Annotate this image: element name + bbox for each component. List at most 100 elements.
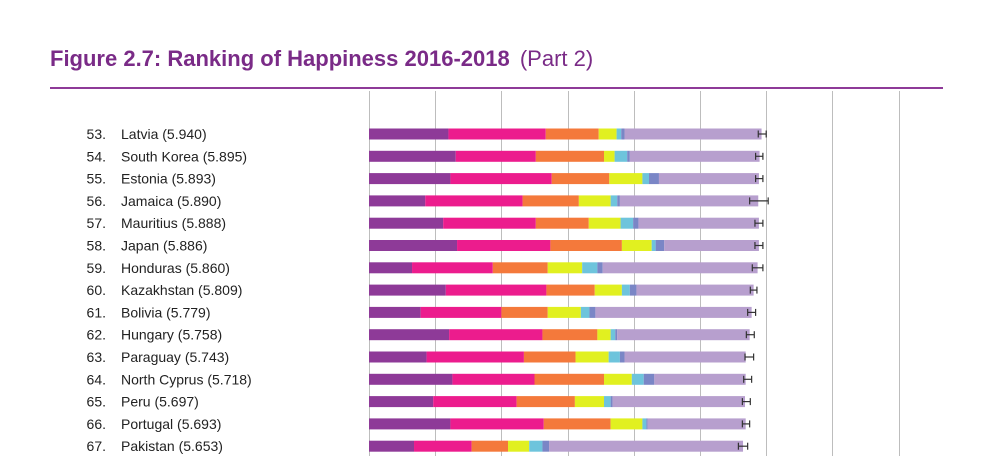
bar-segment-7 (658, 173, 759, 185)
bar-segment-7 (647, 418, 746, 430)
bar-segment-7 (617, 329, 750, 341)
row-rank: 57. (87, 215, 106, 231)
bar-segment-1 (369, 150, 456, 162)
row-rank: 53. (87, 126, 106, 142)
error-bar-2 (755, 152, 764, 160)
bar-segment-4 (598, 128, 617, 140)
bar-segment-4 (588, 217, 621, 229)
bar-segment-6 (633, 217, 639, 229)
bar-row-5 (369, 217, 759, 229)
bar-segment-6 (619, 351, 625, 363)
bar-row-9 (369, 306, 752, 318)
chart-title: Figure 2.7: Ranking of Happiness 2016-20… (50, 46, 593, 72)
bar-segment-6 (597, 262, 603, 274)
bar-segment-3 (492, 262, 548, 274)
bar-row-12 (369, 373, 746, 385)
bar-segment-2 (425, 195, 523, 207)
row-country-label: Jamaica (5.890) (121, 193, 221, 209)
bar-segment-4 (575, 351, 609, 363)
row-country-label: Kazakhstan (5.809) (121, 282, 242, 298)
bar-row-6 (369, 240, 759, 251)
bar-segment-1 (369, 373, 453, 385)
row-country-label: Latvia (5.940) (121, 126, 207, 142)
bar-segment-7 (638, 217, 759, 229)
bar-segment-4 (574, 396, 605, 408)
error-bar-7 (751, 264, 764, 272)
bar-segment-5 (582, 262, 598, 274)
error-bar-1 (757, 130, 767, 138)
bar-row-3 (369, 173, 759, 185)
bar-segment-2 (414, 440, 472, 452)
row-rank: 59. (87, 260, 106, 276)
bar-row-4 (369, 195, 759, 207)
bar-segment-4 (604, 373, 632, 385)
bar-segment-1 (369, 262, 413, 274)
bar-segment-1 (369, 440, 415, 452)
bar-segment-3 (471, 440, 509, 452)
bar-segment-4 (609, 173, 643, 185)
bar-segment-6 (649, 173, 659, 185)
bar-segment-4 (621, 240, 652, 251)
row-country-label: Paraguay (5.743) (121, 349, 229, 365)
bar-segment-6 (629, 284, 637, 296)
bar-segment-1 (369, 217, 444, 229)
bar-segment-3 (501, 306, 548, 318)
bar-segment-7 (595, 306, 752, 318)
bar-row-13 (369, 396, 746, 408)
row-labels: 53. Latvia (5.940) 54. South Korea (5.895) 5… (87, 126, 252, 454)
bar-segment-7 (624, 128, 762, 140)
bar-segment-5 (608, 351, 620, 363)
bar-segment-5 (614, 150, 628, 162)
bar-segment-5 (610, 195, 618, 207)
error-bar-11 (744, 353, 755, 361)
error-bar-13 (741, 398, 751, 406)
bar-segment-3 (534, 373, 605, 385)
error-bar-9 (747, 308, 757, 316)
bar-segment-6 (621, 128, 625, 140)
row-rank: 56. (87, 193, 106, 209)
row-country-label: Estonia (5.893) (121, 171, 216, 187)
bar-segment-6 (627, 150, 630, 162)
bar-segment-7 (624, 351, 746, 363)
error-bar-15 (737, 442, 749, 450)
bar-segment-2 (457, 240, 551, 251)
bar-segment-2 (433, 396, 517, 408)
bar-segment-6 (589, 306, 596, 318)
bar-row-15 (369, 440, 744, 452)
bar-row-11 (369, 351, 746, 363)
bar-segment-4 (594, 284, 622, 296)
bar-segment-1 (369, 240, 458, 251)
bar-segment-6 (542, 440, 550, 452)
row-country-label: Bolivia (5.779) (121, 304, 211, 320)
bar-segment-3 (545, 128, 599, 140)
bar-segment-4 (547, 306, 581, 318)
bar-segment-7 (612, 396, 746, 408)
bar-segment-2 (426, 351, 524, 363)
bar-segment-2 (443, 217, 536, 229)
row-country-label: Mauritius (5.888) (121, 215, 226, 231)
error-bars (737, 130, 769, 450)
bar-segment-7 (602, 262, 758, 274)
bar-segment-4 (508, 440, 530, 452)
bar-segment-1 (369, 284, 446, 296)
bar-segment-3 (542, 329, 598, 341)
error-bar-12 (743, 375, 753, 383)
row-rank: 54. (87, 148, 106, 164)
bar-row-8 (369, 284, 754, 296)
bar-segment-2 (450, 173, 552, 185)
row-rank: 62. (87, 327, 106, 343)
row-country-label: Portugal (5.693) (121, 416, 221, 432)
bar-segment-7 (549, 440, 744, 452)
bar-row-14 (369, 418, 746, 430)
row-rank: 55. (87, 171, 106, 187)
bar-segment-1 (369, 329, 450, 341)
bar-segment-6 (643, 373, 655, 385)
bar-segment-1 (369, 195, 426, 207)
bar-segment-4 (604, 150, 615, 162)
error-bar-10 (745, 331, 755, 339)
bar-segment-1 (369, 351, 427, 363)
bar-segment-7 (654, 373, 746, 385)
row-rank: 64. (87, 371, 106, 387)
row-rank: 66. (87, 416, 106, 432)
